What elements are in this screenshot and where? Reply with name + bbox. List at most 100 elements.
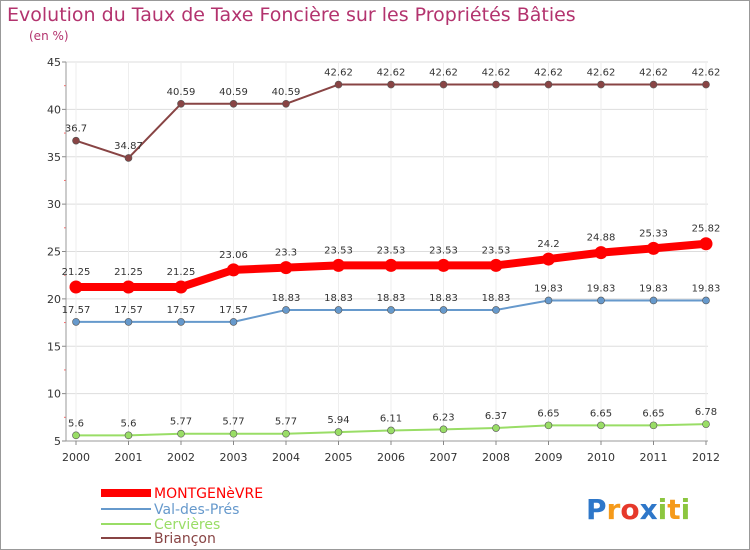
data-point [282,306,290,314]
data-point [124,318,133,326]
data-label: 40.59 [272,87,301,98]
data-label: 17.57 [114,305,143,316]
data-point [282,429,290,438]
data-label: 42.62 [587,68,616,79]
data-point [439,80,448,89]
data-label: 6.65 [642,408,664,419]
data-point [229,429,238,438]
data-label: 23.53 [429,245,458,256]
data-point [542,252,555,266]
data-label: 6.11 [380,413,402,424]
data-label: 23.06 [219,250,248,261]
data-point [489,258,503,272]
data-label: 6.37 [485,411,507,422]
data-label: 18.83 [482,293,511,304]
data-point [649,80,658,89]
data-point [387,306,395,314]
x-tick-label: 2003 [220,451,248,464]
y-tick-label: 45 [47,56,61,69]
data-label: 5.77 [170,417,192,428]
data-point [594,246,608,260]
data-label: 5.77 [275,417,297,428]
y-tick-label: 10 [47,388,61,401]
x-tick-label: 2009 [535,451,563,464]
logo-letter: x [640,493,658,526]
x-tick-label: 2007 [430,451,458,464]
data-label: 6.23 [432,412,454,423]
data-label: 42.62 [324,68,353,79]
legend-label: Val-des-Prés [154,502,239,518]
data-label: 19.83 [534,283,563,294]
data-label: 42.62 [639,68,668,79]
legend-label: Briançon [154,531,216,547]
logo-letter: i [681,493,691,526]
legend-label: Cervières [154,517,220,533]
data-point [124,154,133,162]
data-label: 5.94 [327,415,349,426]
data-point [174,280,188,294]
data-point [439,306,448,314]
data-label: 5.6 [68,418,84,429]
data-point [597,80,605,89]
y-tick-label: 20 [47,293,61,306]
data-point [72,318,80,326]
data-point [649,421,658,430]
x-tick-label: 2004 [272,451,300,464]
data-label: 25.82 [692,224,721,235]
data-point [227,263,240,277]
x-tick-label: 2008 [482,451,510,464]
data-label: 42.62 [534,68,563,79]
data-point [597,421,605,430]
data-point [492,424,500,432]
data-point [649,296,658,305]
logo-letter: r [607,493,621,526]
data-label: 42.62 [377,68,406,79]
logo-letter: i [658,493,668,526]
data-label: 21.25 [114,267,143,278]
data-point [177,318,185,326]
data-label: 24.2 [537,239,559,250]
data-point [544,421,553,430]
data-label: 5.77 [222,417,244,428]
data-point [387,80,395,89]
data-label: 5.6 [121,418,137,429]
data-label: 19.83 [639,283,668,294]
data-label: 23.3 [275,248,297,259]
data-point [122,280,135,294]
data-label: 42.62 [692,68,721,79]
data-label: 34.87 [114,141,143,152]
data-point [702,420,710,428]
y-tick-label: 30 [47,198,61,211]
y-tick-label: 25 [47,246,61,259]
data-point [544,80,553,89]
x-tick-label: 2002 [167,451,195,464]
data-point [702,80,710,89]
data-label: 23.53 [482,245,511,256]
data-label: 42.62 [429,68,458,79]
data-label: 25.33 [639,228,668,239]
data-label: 23.53 [377,245,406,256]
data-point [279,261,293,275]
logo-letter: P [586,493,607,526]
x-tick-label: 2011 [640,451,668,464]
data-label: 40.59 [167,87,196,98]
y-tick-label: 35 [47,151,61,164]
data-label: 19.83 [587,283,616,294]
data-label: 17.57 [62,305,91,316]
x-tick-label: 2001 [115,451,143,464]
data-point [702,296,710,305]
x-tick-label: 2006 [377,451,405,464]
x-tick-label: 2012 [692,451,720,464]
data-point [229,99,238,108]
data-point [597,296,605,305]
data-point [177,429,185,438]
data-label: 17.57 [167,305,196,316]
x-tick-label: 2005 [325,451,353,464]
data-label: 21.25 [167,267,196,278]
data-point [72,136,80,145]
data-point [72,431,80,440]
data-label: 23.53 [324,245,353,256]
data-label: 36.7 [65,124,87,135]
